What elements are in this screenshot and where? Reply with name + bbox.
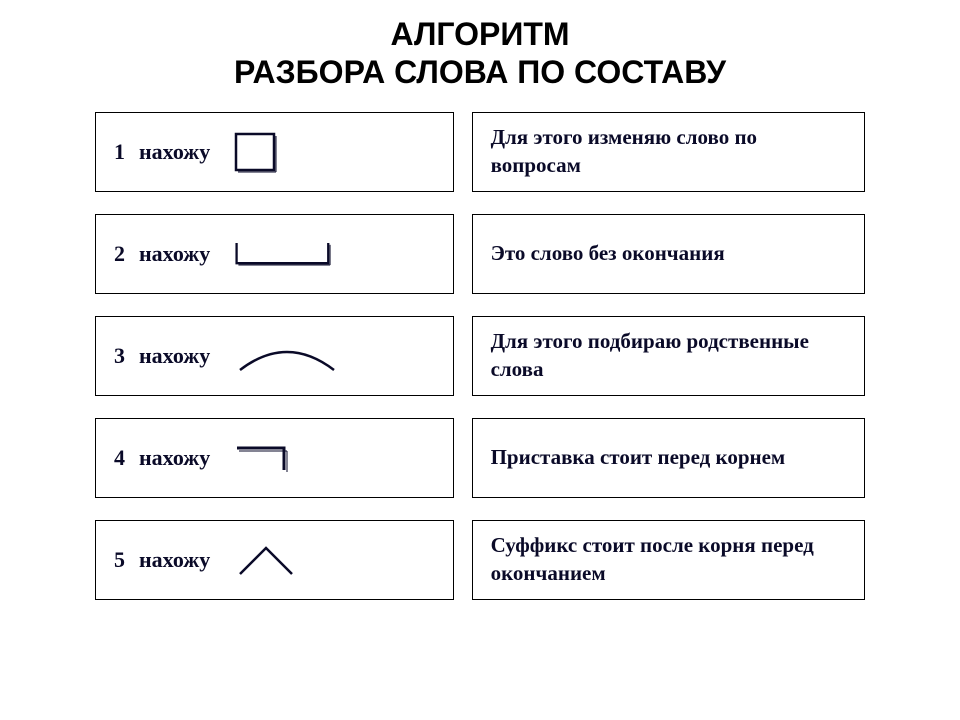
page-title: АЛГОРИТМ РАЗБОРА СЛОВА ПО СОСТАВУ bbox=[0, 15, 960, 92]
title-line-1: АЛГОРИТМ bbox=[390, 16, 569, 52]
row-description: Это слово без окончания bbox=[491, 240, 725, 267]
row-description: Для этого подбираю родственные слова bbox=[491, 328, 846, 383]
right-cell: Для этого подбираю родственные слова bbox=[472, 316, 865, 396]
ending-box-icon bbox=[232, 127, 342, 177]
row-label: нахожу bbox=[139, 547, 210, 573]
title-line-2: РАЗБОРА СЛОВА ПО СОСТАВУ bbox=[234, 54, 726, 90]
row-number: 5 bbox=[114, 547, 125, 573]
left-cell: 5 нахожу bbox=[95, 520, 454, 600]
row-label: нахожу bbox=[139, 139, 210, 165]
row-description: Для этого изменяю слово по вопросам bbox=[491, 124, 846, 179]
row-description: Приставка стоит перед корнем bbox=[491, 444, 786, 471]
root-arc-icon bbox=[232, 331, 342, 381]
right-cell: Для этого изменяю слово по вопросам bbox=[472, 112, 865, 192]
algorithm-row: 5 нахожу Суффикс стоит после корня перед… bbox=[95, 520, 865, 600]
algorithm-row: 1 нахожу Для этого изменяю слово по вопр… bbox=[95, 112, 865, 192]
algorithm-row: 3 нахожу Для этого подбираю родственные … bbox=[95, 316, 865, 396]
row-number: 3 bbox=[114, 343, 125, 369]
row-label: нахожу bbox=[139, 241, 210, 267]
row-label: нахожу bbox=[139, 445, 210, 471]
algorithm-row: 4 нахожу Приставка стоит перед корнем bbox=[95, 418, 865, 498]
left-cell: 1 нахожу bbox=[95, 112, 454, 192]
right-cell: Это слово без окончания bbox=[472, 214, 865, 294]
row-description: Суффикс стоит после корня перед окончани… bbox=[491, 532, 846, 587]
left-cell: 3 нахожу bbox=[95, 316, 454, 396]
left-cell: 2 нахожу bbox=[95, 214, 454, 294]
row-number: 2 bbox=[114, 241, 125, 267]
row-number: 4 bbox=[114, 445, 125, 471]
row-label: нахожу bbox=[139, 343, 210, 369]
right-cell: Приставка стоит перед корнем bbox=[472, 418, 865, 498]
row-number: 1 bbox=[114, 139, 125, 165]
stem-bracket-icon bbox=[232, 229, 342, 279]
rows-container: 1 нахожу Для этого изменяю слово по вопр… bbox=[0, 112, 960, 600]
left-cell: 4 нахожу bbox=[95, 418, 454, 498]
algorithm-row: 2 нахожу Это слово без окончания bbox=[95, 214, 865, 294]
prefix-hook-icon bbox=[232, 433, 342, 483]
right-cell: Суффикс стоит после корня перед окончани… bbox=[472, 520, 865, 600]
suffix-caret-icon bbox=[232, 535, 342, 585]
